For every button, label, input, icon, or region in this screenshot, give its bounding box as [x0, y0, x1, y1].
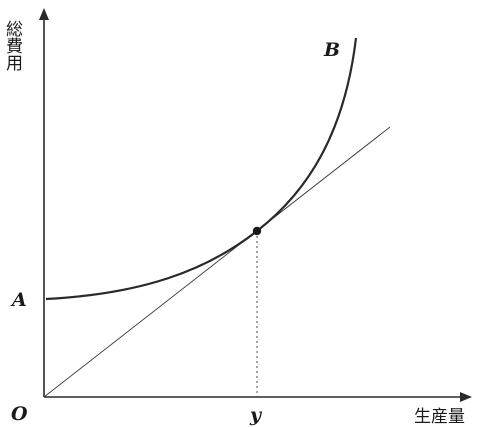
curve-label: B — [323, 39, 340, 61]
total-cost-curve — [45, 37, 358, 301]
ray-from-origin — [43, 126, 391, 398]
tangent-point — [252, 226, 262, 236]
tangent-x-label: y — [249, 404, 263, 426]
x-axis-arrow-icon — [460, 392, 472, 402]
x-axis-label: 生産量 — [414, 407, 465, 427]
origin-label: O — [11, 403, 28, 425]
y-axis-arrow-icon — [39, 8, 49, 20]
y-axis-label: 総費用 — [2, 20, 23, 72]
intercept-label: A — [10, 289, 27, 311]
